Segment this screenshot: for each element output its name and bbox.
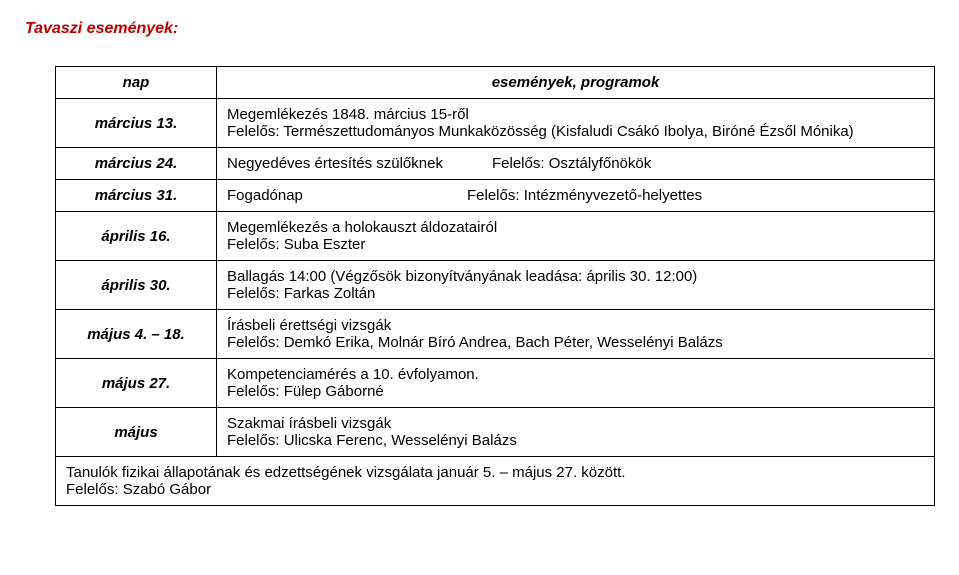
- cell-day: április 30.: [56, 261, 217, 310]
- cell-program: Szakmai írásbeli vizsgák Felelős: Ulicsk…: [217, 408, 935, 457]
- cell-day: március 24.: [56, 148, 217, 180]
- program-line: Felelős: Demkó Erika, Molnár Bíró Andrea…: [227, 334, 924, 351]
- cell-program: Írásbeli érettségi vizsgák Felelős: Demk…: [217, 310, 935, 359]
- cell-program: Ballagás 14:00 (Végzősök bizonyítványána…: [217, 261, 935, 310]
- program-line: Felelős: Farkas Zoltán: [227, 285, 924, 302]
- table-row: április 30. Ballagás 14:00 (Végzősök biz…: [56, 261, 935, 310]
- program-line: Megemlékezés 1848. március 15-ről: [227, 106, 924, 123]
- table-row: március 13. Megemlékezés 1848. március 1…: [56, 99, 935, 148]
- table-footer-row: Tanulók fizikai állapotának és edzettség…: [56, 457, 935, 506]
- page-title: Tavaszi események:: [25, 20, 934, 38]
- table-header-row: nap események, programok: [56, 67, 935, 99]
- header-day: nap: [56, 67, 217, 99]
- program-col2: Felelős: Intézményvezető-helyettes: [467, 187, 702, 204]
- program-line: Felelős: Ulicska Ferenc, Wesselényi Balá…: [227, 432, 924, 449]
- cell-program: Kompetenciamérés a 10. évfolyamon. Felel…: [217, 359, 935, 408]
- program-line: Szakmai írásbeli vizsgák: [227, 415, 924, 432]
- footer-line: Felelős: Szabó Gábor: [66, 481, 924, 498]
- program-col1: Fogadónap: [227, 187, 467, 204]
- program-line: Felelős: Fülep Gáborné: [227, 383, 924, 400]
- footer-line: Tanulók fizikai állapotának és edzettség…: [66, 464, 924, 481]
- program-line: Felelős: Suba Eszter: [227, 236, 924, 253]
- cell-day: március 31.: [56, 180, 217, 212]
- cell-day: április 16.: [56, 212, 217, 261]
- cell-program: Megemlékezés 1848. március 15-ről Felelő…: [217, 99, 935, 148]
- header-program: események, programok: [217, 67, 935, 99]
- program-col1: Negyedéves értesítés szülőknek: [227, 155, 492, 172]
- cell-day: május 4. – 18.: [56, 310, 217, 359]
- cell-day: március 13.: [56, 99, 217, 148]
- table-row: április 16. Megemlékezés a holokauszt ál…: [56, 212, 935, 261]
- table-row: május 4. – 18. Írásbeli érettségi vizsgá…: [56, 310, 935, 359]
- cell-program: Megemlékezés a holokauszt áldozatairól F…: [217, 212, 935, 261]
- cell-day: május 27.: [56, 359, 217, 408]
- cell-program: Negyedéves értesítés szülőknek Felelős: …: [217, 148, 935, 180]
- cell-program: Fogadónap Felelős: Intézményvezető-helye…: [217, 180, 935, 212]
- program-line: Ballagás 14:00 (Végzősök bizonyítványána…: [227, 268, 924, 285]
- program-line: Írásbeli érettségi vizsgák: [227, 317, 924, 334]
- cell-day: május: [56, 408, 217, 457]
- program-col2: Felelős: Osztályfőnökök: [492, 155, 651, 172]
- table-row: május Szakmai írásbeli vizsgák Felelős: …: [56, 408, 935, 457]
- table-row: május 27. Kompetenciamérés a 10. évfolya…: [56, 359, 935, 408]
- table-row: március 31. Fogadónap Felelős: Intézmény…: [56, 180, 935, 212]
- program-line: Kompetenciamérés a 10. évfolyamon.: [227, 366, 924, 383]
- program-line: Felelős: Természettudományos Munkaközöss…: [227, 123, 924, 140]
- program-line: Megemlékezés a holokauszt áldozatairól: [227, 219, 924, 236]
- events-table: nap események, programok március 13. Meg…: [55, 66, 935, 506]
- table-row: március 24. Negyedéves értesítés szülőkn…: [56, 148, 935, 180]
- cell-footer: Tanulók fizikai állapotának és edzettség…: [56, 457, 935, 506]
